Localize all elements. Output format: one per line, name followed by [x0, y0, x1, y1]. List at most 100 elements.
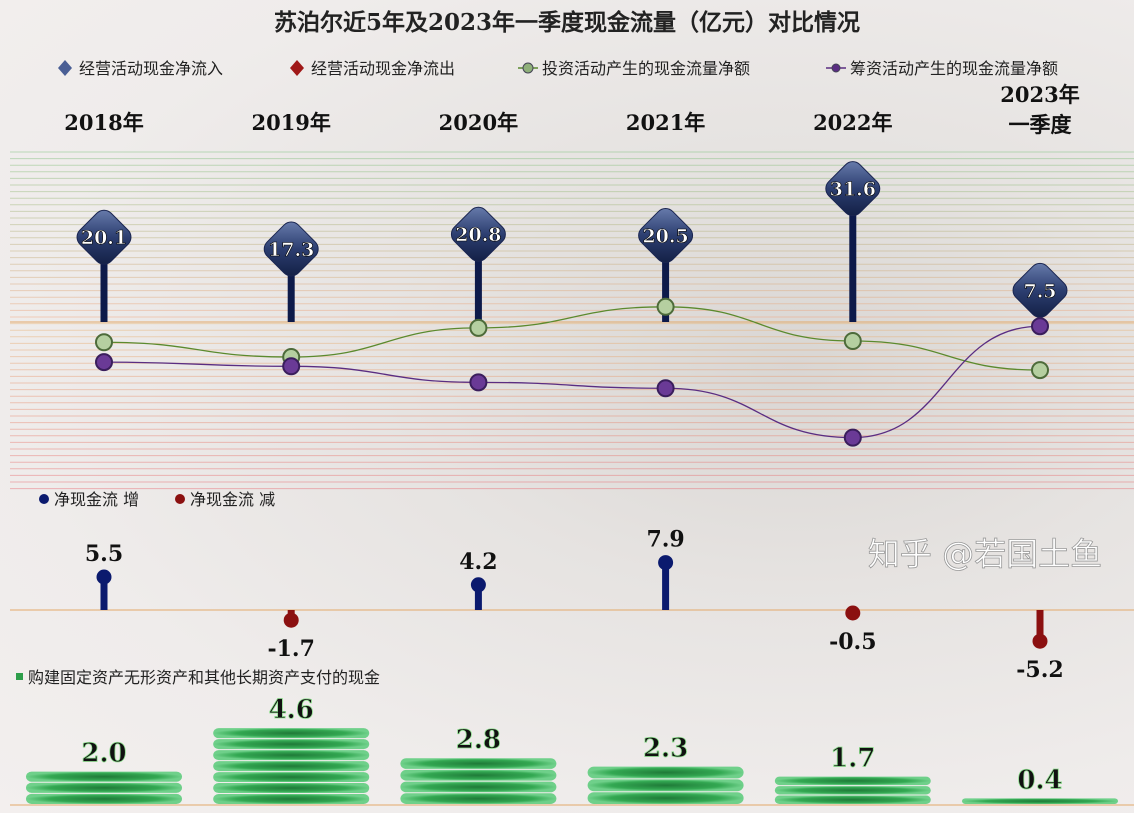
coin-layer — [26, 782, 182, 793]
category-label: 2022年 — [813, 110, 892, 135]
category-label: 2018年 — [64, 110, 143, 135]
diamond-marker — [76, 209, 132, 265]
bar — [26, 771, 182, 804]
bar — [774, 776, 931, 804]
coin-layer — [774, 776, 931, 786]
net-cash-marker — [845, 605, 861, 621]
series-marker — [469, 373, 488, 392]
data-label: 5.5 — [85, 541, 123, 567]
series-marker — [656, 379, 675, 398]
net-cash-stick — [474, 584, 482, 610]
legend-label: 筹资活动产生的现金流量净额 — [850, 59, 1058, 78]
net-cash-marker — [658, 555, 674, 571]
coin-layer — [213, 750, 370, 761]
data-label: 4.2 — [459, 549, 497, 575]
legend-label: 投资活动产生的现金流量净额 — [542, 59, 750, 78]
coin-layer — [774, 786, 931, 795]
data-label: 2.3 — [643, 734, 688, 764]
coin-layer — [213, 783, 370, 794]
data-label: -0.5 — [829, 629, 876, 655]
coin-layer — [26, 793, 182, 804]
category-labels: 2018年 2019年 2020年 2021年 2022年 2023年一季度 — [64, 82, 1079, 137]
series-marker — [95, 333, 113, 352]
data-label: 4.6 — [269, 695, 314, 725]
bar — [587, 766, 744, 804]
category-label: 2019年 — [251, 110, 330, 135]
legend-net-cash: 净现金流 增 净现金流 减 — [39, 490, 275, 509]
data-label: 17.3 — [268, 239, 314, 261]
background-gridlines — [10, 151, 1134, 490]
legend-capex: 购建固定资产无形资产和其他长期资产支付的现金 — [16, 668, 380, 687]
series-marker — [95, 353, 113, 372]
category-label: 一季度 — [1009, 112, 1072, 137]
legend-label: 经营活动现金净流出 — [311, 59, 455, 78]
data-label: 0.4 — [1017, 765, 1062, 795]
coin-layer — [213, 728, 370, 739]
series-marker — [656, 297, 675, 316]
legend-dot-icon — [175, 494, 185, 504]
series-marker — [469, 318, 488, 337]
pin-stick — [100, 237, 108, 322]
series-line — [103, 306, 1041, 371]
operating-and-lines-panel: 20.1 17.3 20.8 20.5 31.6 7.5 — [10, 161, 1134, 447]
pin-stick — [849, 188, 857, 322]
diamond-marker — [825, 161, 881, 217]
net-cash-stick — [1036, 610, 1044, 642]
data-label: 20.1 — [81, 227, 127, 249]
coin-layer — [400, 781, 557, 793]
net-cash-marker — [1032, 633, 1048, 649]
diamond-marker — [450, 206, 506, 262]
series-marker — [843, 428, 862, 447]
data-label: 20.8 — [455, 224, 501, 246]
bar — [400, 758, 557, 804]
category-label: 2023年 — [1000, 82, 1079, 107]
net-cash-panel: 5.5 -1.7 4.2 7.9 -0.5 -5.2 — [10, 527, 1134, 683]
data-label: 2.0 — [81, 739, 126, 769]
data-label: 1.7 — [830, 744, 875, 774]
watermark: 知乎 @若国土鱼 — [868, 535, 1102, 573]
legend-marker-icon — [831, 63, 841, 73]
legend-dot-icon — [39, 494, 49, 504]
legend-marker-icon — [522, 62, 534, 74]
coin-layer — [400, 758, 557, 769]
series-marker — [282, 357, 301, 376]
chart-title: 苏泊尔近5年及2023年一季度现金流量（亿元）对比情况 — [274, 9, 860, 36]
coin-layer — [213, 794, 370, 804]
category-label: 2020年 — [439, 110, 518, 135]
category-label: 2021年 — [626, 110, 705, 135]
pin-stick — [662, 235, 670, 322]
coin-layer — [213, 761, 370, 772]
diamond-marker — [1012, 262, 1068, 318]
coin-layer — [774, 795, 931, 804]
pin-stick — [474, 234, 482, 322]
coin-layer — [213, 772, 370, 783]
pin-stick — [287, 248, 295, 322]
legend-label: 经营活动现金净流入 — [79, 59, 223, 78]
net-cash-stick — [100, 577, 108, 610]
series-marker — [1031, 361, 1049, 380]
data-label: 7.5 — [1023, 280, 1056, 302]
legend-label: 净现金流 增 — [54, 490, 139, 509]
net-cash-marker — [470, 577, 486, 593]
legend-label: 净现金流 减 — [190, 490, 275, 509]
coin-layer — [962, 798, 1118, 804]
coin-layer — [26, 771, 182, 782]
series-marker — [843, 331, 862, 350]
bar — [962, 798, 1118, 804]
coin-layer — [400, 793, 557, 804]
coin-layer — [587, 766, 744, 779]
net-cash-marker — [96, 569, 112, 585]
data-label: -1.7 — [267, 636, 314, 662]
legend-label: 购建固定资产无形资产和其他长期资产支付的现金 — [28, 668, 380, 687]
diamond-marker — [638, 208, 694, 263]
capex-panel: 2.0 4.6 2.8 2.3 1.7 0.4 — [10, 695, 1134, 806]
coin-layer — [400, 769, 557, 781]
series-marker — [1031, 317, 1049, 336]
legend-diamond-icon — [58, 60, 72, 76]
diamond-marker — [263, 221, 319, 277]
legend-square-icon — [16, 673, 23, 680]
coin-layer — [587, 792, 744, 804]
net-cash-marker — [283, 612, 299, 628]
legend-top: 经营活动现金净流入 经营活动现金净流出 投资活动产生的现金流量净额 筹资活动产生的现金… — [58, 59, 1058, 78]
